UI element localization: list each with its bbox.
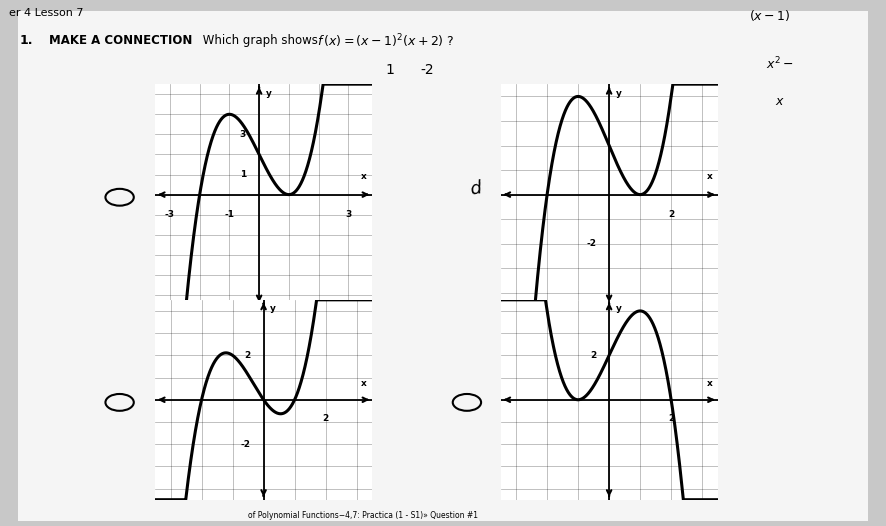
Text: -2: -2 [241,440,251,449]
Text: $d$: $d$ [468,179,485,199]
Text: 3: 3 [346,210,352,219]
Text: -2: -2 [421,63,434,77]
Text: x: x [707,379,712,388]
Text: y: y [266,88,271,98]
Text: $f\,(x) = (x-1)^2(x+2)\;?$: $f\,(x) = (x-1)^2(x+2)\;?$ [317,33,455,50]
Text: $(x-1)$: $(x-1)$ [749,8,790,23]
Text: -3: -3 [165,210,175,219]
Text: $x$: $x$ [775,95,785,108]
Text: 2: 2 [323,414,329,423]
Text: 1: 1 [240,170,246,179]
Text: 2: 2 [590,351,596,360]
Text: x: x [707,173,712,181]
Text: x: x [361,173,367,181]
Text: -1: -1 [224,210,235,219]
Text: er 4 Lesson 7: er 4 Lesson 7 [9,8,83,18]
Text: Which graph shows: Which graph shows [199,34,322,47]
Text: 2: 2 [668,210,674,219]
Text: -2: -2 [587,239,596,248]
Text: $x^2-$: $x^2-$ [766,55,794,72]
Text: y: y [270,304,276,313]
Text: 1.: 1. [19,34,33,47]
Text: y: y [616,304,621,313]
Text: 3: 3 [240,130,246,139]
Text: y: y [616,88,621,98]
Text: of Polynomial Functions−4,7: Practica (1 - S1)» Question #1: of Polynomial Functions−4,7: Practica (1… [248,511,478,520]
Text: 1: 1 [385,63,394,77]
Text: 2: 2 [245,351,251,360]
Text: MAKE A CONNECTION: MAKE A CONNECTION [49,34,192,47]
Text: 2: 2 [668,414,674,423]
Text: x: x [361,379,367,388]
